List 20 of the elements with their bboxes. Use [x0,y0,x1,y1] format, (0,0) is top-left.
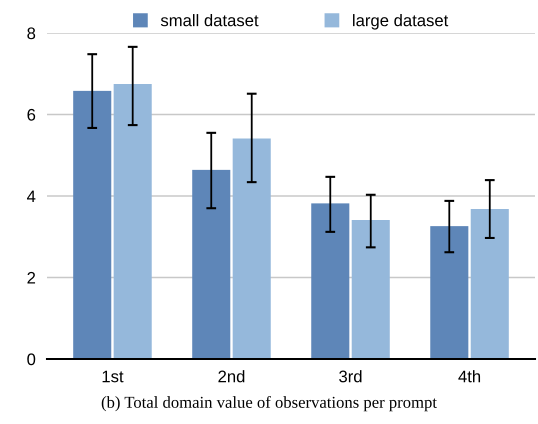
y-tick-label: 2 [27,272,36,284]
bar [470,209,509,359]
x-tick-label: 4th [458,370,480,382]
y-tick-label: 0 [27,353,36,366]
y-tick-label: 4 [27,190,36,202]
legend-label: large dataset [353,14,448,30]
x-tick-label: 3rd [339,370,362,382]
text: (b) Total domain value of observations per prompt [102,396,437,412]
bar [311,203,350,359]
y-tick-label: 6 [27,108,36,121]
bar [430,226,468,359]
bar [192,170,230,359]
bar [232,138,271,359]
bar [73,90,112,359]
x-tick-label: 1st [102,370,124,382]
legend-label: small dataset [160,14,258,26]
x-tick-label: 2nd [218,370,244,382]
y-tick-label: 8 [27,27,36,40]
bar [114,84,152,359]
bar [352,220,390,359]
